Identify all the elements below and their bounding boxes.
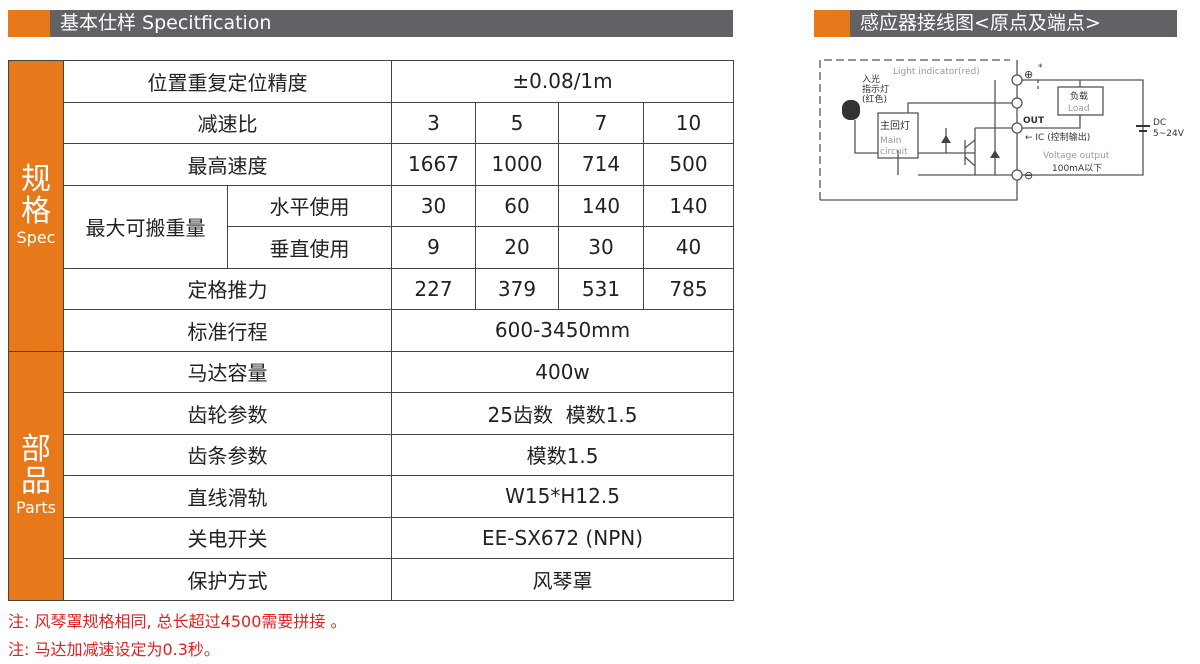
cell: 7 bbox=[558, 101, 644, 144]
spec-group-label: 规格 Spec bbox=[8, 60, 64, 352]
note-1: 注: 风琴罩规格相同, 总长超过4500需要拼接 。 bbox=[8, 612, 347, 631]
row-value: 600-3450mm bbox=[390, 309, 735, 352]
cell: 785 bbox=[642, 267, 735, 310]
cell: 3 bbox=[391, 101, 476, 144]
table-row: 最高速度 1667 1000 714 500 bbox=[9, 143, 735, 186]
row-value: W15*H12.5 bbox=[390, 475, 735, 518]
row-label: 减速比 bbox=[63, 101, 392, 144]
row-value: ±0.08/1m bbox=[390, 60, 735, 103]
svg-text:← IC (控制输出): ← IC (控制输出) bbox=[1025, 131, 1090, 143]
table-row: 垂直使用 9 20 30 40 bbox=[9, 226, 735, 269]
table-row: 最大可搬重量 水平使用 30 60 140 140 bbox=[9, 184, 735, 269]
cell: 714 bbox=[558, 143, 644, 186]
svg-text:100mA以下: 100mA以下 bbox=[1052, 164, 1102, 174]
note-2: 注: 马达加减速设定为0.3秒。 bbox=[8, 640, 220, 659]
table-row: 减速比 3 5 7 10 bbox=[9, 101, 735, 144]
row-label: 最大可搬重量 bbox=[63, 184, 228, 269]
table-row: 直线滑轨 W15*H12.5 bbox=[9, 475, 735, 518]
table-row: 部品 Parts 马达容量 400w bbox=[8, 350, 735, 601]
sub-label: 垂直使用 bbox=[227, 226, 392, 269]
row-label: 关电开关 bbox=[63, 516, 392, 559]
cell: 227 bbox=[391, 267, 476, 310]
table-row: 定格推力 227 379 531 785 bbox=[9, 267, 735, 310]
table-row: 关电开关 EE-SX672 (NPN) bbox=[9, 516, 735, 559]
row-value: 模数1.5 bbox=[390, 433, 735, 476]
svg-text:主回灯: 主回灯 bbox=[880, 120, 910, 132]
cell: 20 bbox=[475, 226, 559, 269]
parts-group-label: 部品 Parts bbox=[8, 350, 64, 601]
svg-text:DC: DC bbox=[1153, 118, 1166, 128]
cell: 9 bbox=[391, 226, 476, 269]
svg-text:指示灯: 指示灯 bbox=[862, 83, 889, 95]
cell: 5 bbox=[475, 101, 559, 144]
cell: 531 bbox=[558, 267, 644, 310]
terminal-out bbox=[1011, 122, 1023, 134]
cell: 10 bbox=[642, 101, 735, 144]
main-circuit-box bbox=[877, 112, 919, 159]
svg-text:(红色): (红色) bbox=[862, 93, 887, 105]
indicator-lamp-icon bbox=[842, 100, 860, 120]
terminal-plus bbox=[1011, 74, 1023, 86]
svg-text:OUT: OUT bbox=[1023, 116, 1045, 126]
cell: 30 bbox=[391, 184, 476, 227]
cell: 140 bbox=[642, 184, 735, 227]
row-label: 最高速度 bbox=[63, 143, 392, 186]
svg-text:5~24V: 5~24V bbox=[1153, 129, 1185, 139]
spec-table: 规格 Spec 位置重复定位精度 ±0.08/1m 减速比 3 5 7 10 最高速度 … bbox=[8, 60, 735, 601]
table-row: 齿轮参数 25齿数 模数1.5 bbox=[9, 392, 735, 435]
wiring-header-title: 感应器接线图<原点及端点> bbox=[850, 10, 1177, 37]
spec-header-title: 基本仕样 Specitfication bbox=[50, 10, 733, 37]
row-label: 齿轮参数 bbox=[63, 392, 392, 435]
cell: 60 bbox=[475, 184, 559, 227]
table-row: 齿条参数 模数1.5 bbox=[9, 433, 735, 476]
row-label: 齿条参数 bbox=[63, 433, 392, 476]
svg-text:*: * bbox=[1038, 63, 1043, 73]
cell: 40 bbox=[642, 226, 735, 269]
table-row: 保护方式 风琴罩 bbox=[9, 558, 735, 601]
svg-text:Light indicator(red): Light indicator(red) bbox=[893, 67, 980, 77]
svg-text:⊖: ⊖ bbox=[1024, 169, 1033, 182]
svg-text:⊕: ⊕ bbox=[1024, 68, 1033, 81]
row-value: 25齿数 模数1.5 bbox=[390, 392, 735, 435]
wiring-diagram: Light indicator(red) 入光 指示灯 (红色) 主回灯 Mai… bbox=[819, 59, 1185, 201]
svg-text:Voltage output: Voltage output bbox=[1043, 151, 1110, 161]
spec-header: 基本仕样 Specitfication bbox=[8, 10, 733, 37]
svg-text:Main: Main bbox=[880, 136, 902, 146]
table-row: 规格 Spec 位置重复定位精度 ±0.08/1m bbox=[8, 60, 735, 352]
row-label: 定格推力 bbox=[63, 267, 392, 310]
cell: 30 bbox=[558, 226, 644, 269]
header-accent bbox=[814, 10, 850, 37]
row-label: 标准行程 bbox=[63, 309, 392, 352]
load-box bbox=[1057, 86, 1104, 116]
row-label: 直线滑轨 bbox=[63, 475, 392, 518]
row-label: 位置重复定位精度 bbox=[63, 60, 392, 103]
row-label: 马达容量 bbox=[63, 350, 392, 393]
wiring-header: 感应器接线图<原点及端点> bbox=[814, 10, 1177, 37]
row-value: 400w bbox=[390, 350, 735, 393]
svg-text:circuit: circuit bbox=[880, 147, 908, 157]
terminal bbox=[1011, 97, 1023, 109]
terminal-minus bbox=[1011, 169, 1023, 181]
row-value: 风琴罩 bbox=[390, 558, 735, 601]
cell: 500 bbox=[642, 143, 735, 186]
table-row: 标准行程 600-3450mm bbox=[9, 309, 735, 352]
sensor-outline bbox=[819, 59, 1010, 200]
cell: 1667 bbox=[391, 143, 476, 186]
sub-label: 水平使用 bbox=[227, 184, 392, 227]
row-value: EE-SX672 (NPN) bbox=[390, 516, 735, 559]
svg-text:Load: Load bbox=[1068, 104, 1090, 114]
cell: 140 bbox=[558, 184, 644, 227]
row-label: 保护方式 bbox=[63, 558, 392, 601]
svg-text:负载: 负载 bbox=[1070, 90, 1088, 102]
svg-text:入光: 入光 bbox=[862, 73, 880, 85]
cell: 379 bbox=[475, 267, 559, 310]
header-accent bbox=[8, 10, 50, 37]
cell: 1000 bbox=[475, 143, 559, 186]
